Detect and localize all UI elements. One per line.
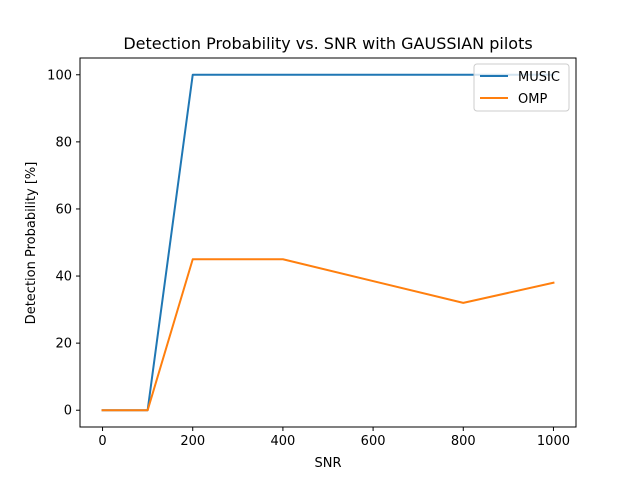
y-tick-label: 80: [55, 135, 72, 150]
legend: MUSIC OMP: [473, 63, 570, 112]
y-tick-label: 60: [55, 202, 72, 217]
legend-label-music: MUSIC: [518, 70, 560, 85]
y-tick-label: 0: [64, 404, 72, 419]
chart-title: Detection Probability vs. SNR with GAUSS…: [123, 34, 532, 53]
y-axis-label: Detection Probability [%]: [24, 162, 39, 325]
x-tick-label: 400: [270, 434, 295, 449]
y-tick-label: 20: [55, 337, 72, 352]
x-tick-label: 600: [361, 434, 386, 449]
y-tick-label: 100: [47, 68, 72, 83]
y-tick-label: 40: [55, 270, 72, 285]
x-tick-label: 200: [180, 434, 205, 449]
y-axis-ticks: 0 20 40 60 80 100: [47, 68, 80, 419]
x-tick-label: 800: [451, 434, 476, 449]
x-tick-label: 0: [98, 434, 106, 449]
x-axis-label: SNR: [314, 456, 341, 471]
series-line-omp: [101, 258, 555, 412]
x-tick-label: 1000: [537, 434, 570, 449]
x-axis-ticks: 0 200 400 600 800 1000: [98, 427, 570, 449]
legend-label-omp: OMP: [518, 92, 547, 107]
plot-frame: [79, 57, 577, 428]
